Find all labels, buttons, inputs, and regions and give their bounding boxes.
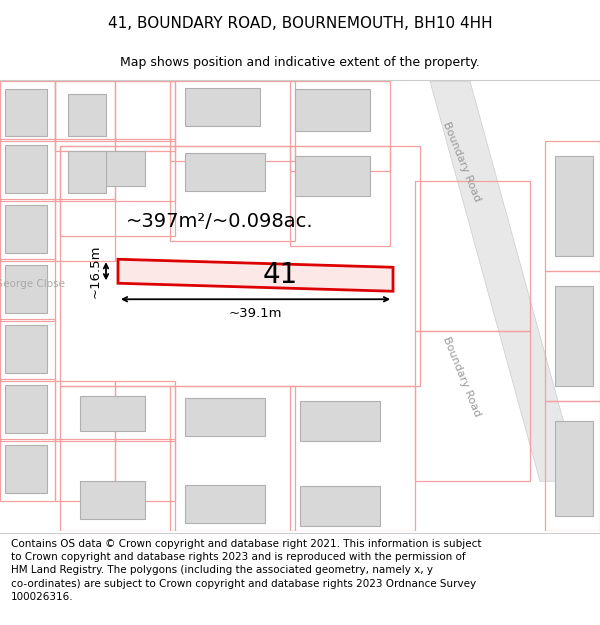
Bar (300, 486, 380, 526)
Bar (68, 94, 106, 136)
Bar (185, 153, 265, 191)
Polygon shape (118, 259, 393, 291)
Text: 41: 41 (263, 261, 298, 289)
Polygon shape (430, 81, 580, 481)
Bar (5, 325, 47, 373)
Text: ~397m²/~0.098ac.: ~397m²/~0.098ac. (126, 212, 314, 231)
Bar (5, 385, 47, 433)
Text: Boundary Road: Boundary Road (442, 335, 482, 418)
Text: 41, BOUNDARY ROAD, BOURNEMOUTH, BH10 4HH: 41, BOUNDARY ROAD, BOURNEMOUTH, BH10 4HH (107, 16, 493, 31)
Bar (185, 398, 265, 436)
Bar (555, 286, 593, 386)
Bar (5, 265, 47, 313)
Bar (300, 401, 380, 441)
Text: George Close: George Close (0, 279, 65, 289)
Bar (295, 156, 370, 196)
Bar (5, 145, 47, 193)
Text: ~16.5m: ~16.5m (89, 244, 102, 298)
Bar (80, 151, 145, 186)
Text: ~39.1m: ~39.1m (229, 308, 282, 320)
Bar (68, 151, 106, 193)
Bar (5, 89, 47, 136)
Text: Boundary Road: Boundary Road (442, 120, 482, 202)
Bar (555, 421, 593, 516)
Bar (5, 205, 47, 253)
Text: Contains OS data © Crown copyright and database right 2021. This information is : Contains OS data © Crown copyright and d… (11, 539, 481, 602)
Bar (185, 88, 260, 126)
Bar (185, 485, 265, 523)
Text: Map shows position and indicative extent of the property.: Map shows position and indicative extent… (120, 56, 480, 69)
Bar (295, 89, 370, 131)
Bar (5, 445, 47, 493)
Bar (80, 481, 145, 519)
Bar (555, 156, 593, 256)
Bar (80, 396, 145, 431)
